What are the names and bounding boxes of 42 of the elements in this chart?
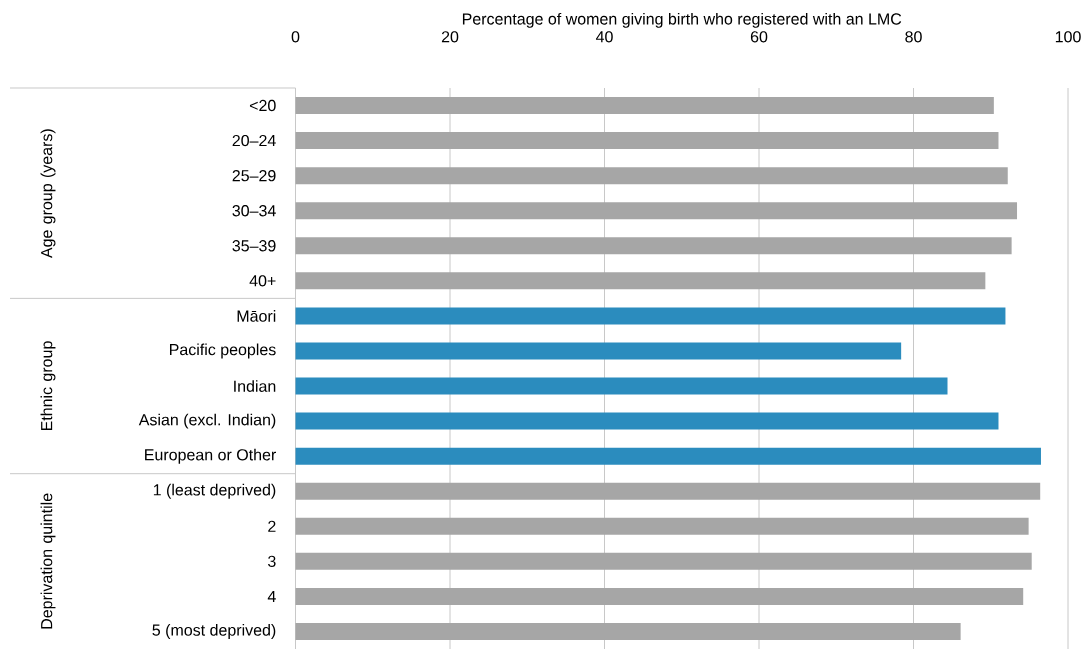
y-tick-label: 3 [268, 555, 276, 568]
x-axis-title: Percentage of women giving birth who registered with an LMC [462, 13, 902, 29]
bar [295, 588, 1024, 606]
x-tick-label: 60 [750, 31, 768, 43]
y-tick-label: <20 [249, 100, 276, 112]
y-tick-label: Asian (excl. Indian) [138, 413, 276, 429]
y-tick-label: Pacific peoples [170, 343, 276, 359]
text: Deprivation quintile [40, 493, 56, 629]
y-tick-label: 1 (least deprived) [153, 484, 276, 499]
bar [295, 482, 1041, 500]
y-tick-label: 40+ [249, 275, 276, 287]
y-tick-label: 30–34 [232, 205, 276, 217]
text: Age group (years) [40, 129, 56, 259]
y-tick-label: Māori [237, 310, 276, 323]
bar [295, 167, 1008, 185]
bar [295, 272, 986, 290]
y-tick-label: 20–24 [232, 135, 276, 147]
y-tick-label: 25–29 [232, 170, 276, 182]
bar [295, 447, 1041, 465]
bar [295, 97, 994, 115]
x-tick-label: 20 [441, 31, 459, 43]
text: Ethnic group [40, 341, 56, 431]
bar [295, 412, 999, 430]
x-tick-label: 0 [291, 31, 300, 43]
bar [295, 342, 902, 360]
x-tick-label: 80 [905, 31, 922, 43]
bar [295, 237, 1012, 255]
y-tick-label: 2 [268, 520, 276, 533]
bar [295, 553, 1032, 571]
bar [295, 202, 1018, 220]
x-tick-label: 100 [1055, 31, 1081, 43]
y-tick-label: 35–39 [232, 240, 276, 252]
y-tick-label: Indian [234, 380, 276, 393]
bar [295, 307, 1006, 325]
y-tick-label: 4 [267, 591, 276, 603]
x-tick-label: 40 [595, 31, 613, 43]
bar [295, 623, 961, 641]
bar [295, 518, 1029, 536]
y-tick-label: European or Other [145, 448, 277, 464]
bar [295, 377, 948, 395]
y-tick-label: 5 (most deprived) [152, 624, 276, 640]
bar [295, 132, 999, 150]
